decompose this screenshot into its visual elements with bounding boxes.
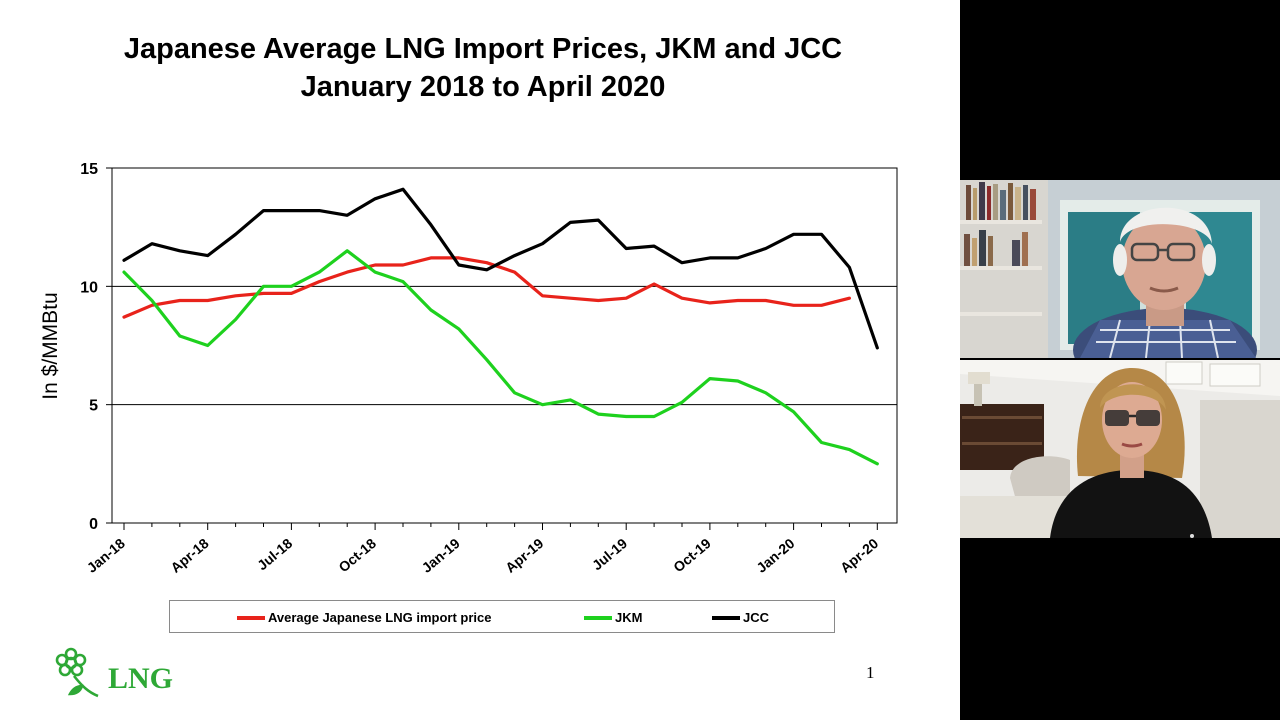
slide-title-line-2: January 2018 to April 2020	[300, 71, 666, 103]
series-line-jkm	[122, 249, 879, 466]
slide-title-line-1: Japanese Average LNG Import Prices, JKM …	[123, 33, 843, 65]
presentation-slide: Japanese Average LNG Import Prices, JKM …	[0, 0, 960, 720]
chart-legend: Average Japanese LNG import price JKM JC…	[169, 600, 835, 633]
slide-title: Japanese Average LNG Import Prices, JKM …	[0, 30, 960, 106]
chart-tick-labels: 0 5 10 15 Jan-18 Apr-18 Jul-18 Oct-18 Jan-19 Apr-…	[80, 161, 881, 576]
x-tick-label: Oct-19	[670, 535, 714, 575]
legend-label: JKM	[615, 610, 643, 625]
participant-2-person	[1050, 368, 1212, 538]
y-axis-label: In $/MMBtu	[39, 292, 62, 399]
legend-item-jcc: JCC	[712, 601, 769, 634]
y-tick-label: 5	[89, 398, 98, 415]
x-tick-label: Jan-20	[753, 535, 797, 576]
series-line-avg-import-price	[122, 256, 852, 319]
legend-swatch-black	[712, 615, 740, 620]
bookshelf	[960, 180, 1048, 358]
plot-area-frame	[111, 167, 898, 524]
x-tick-label: Jan-19	[418, 535, 462, 576]
x-tick-label: Apr-20	[837, 535, 881, 576]
logo-text: LNG	[108, 662, 173, 695]
y-tick-label: 0	[89, 516, 98, 533]
legend-item-avg-import-price: Average Japanese LNG import price	[237, 601, 492, 634]
lng-logo: LNG	[55, 647, 173, 698]
legend-item-jkm: JKM	[584, 601, 642, 634]
chart-series	[122, 187, 879, 466]
flower-icon	[55, 647, 99, 698]
line-chart: 0 5 10 15 Jan-18 Apr-18 Jul-18 Oct-18 Jan-19 Apr-…	[39, 161, 898, 576]
x-tick-label: Apr-18	[167, 535, 211, 576]
legend-swatch-red	[237, 615, 265, 620]
participant-video-1[interactable]	[960, 180, 1280, 358]
x-tick-label: Jul-19	[589, 535, 630, 573]
participant-1-person	[1073, 207, 1257, 358]
series-line-jcc	[122, 187, 879, 350]
x-tick-label: Apr-19	[502, 535, 546, 576]
legend-label: JCC	[743, 610, 770, 625]
x-tick-label: Oct-18	[335, 535, 379, 575]
page-number: 1	[866, 663, 875, 682]
y-tick-label: 10	[80, 279, 98, 296]
x-tick-label: Jan-18	[84, 535, 128, 576]
x-tick-label: Jul-18	[254, 535, 295, 573]
y-tick-label: 15	[80, 161, 98, 178]
participant-video-2[interactable]	[960, 360, 1280, 538]
legend-swatch-green	[584, 615, 612, 620]
legend-label: Average Japanese LNG import price	[268, 610, 492, 625]
video-call-panel	[960, 0, 1280, 720]
chart-axes	[106, 167, 898, 530]
chart-gridlines	[112, 285, 897, 406]
